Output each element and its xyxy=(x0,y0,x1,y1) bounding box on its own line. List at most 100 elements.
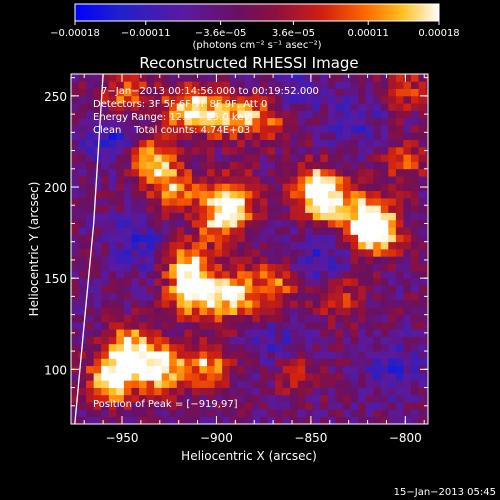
heatmap-cell xyxy=(244,154,253,162)
heatmap-cell xyxy=(305,205,314,213)
heatmap-cell xyxy=(297,154,306,162)
heatmap-cell xyxy=(146,394,155,403)
heatmap-cell xyxy=(290,300,299,308)
heatmap-cell xyxy=(184,190,193,199)
heatmap-cell xyxy=(123,117,132,126)
heatmap-cell xyxy=(93,409,102,418)
heatmap-cell xyxy=(169,292,178,301)
heatmap-cell xyxy=(108,197,117,206)
heatmap-cell xyxy=(403,321,412,330)
heatmap-cell xyxy=(395,351,404,359)
heatmap-cell xyxy=(199,409,208,418)
heatmap-cell xyxy=(358,88,367,97)
heatmap-cell xyxy=(207,409,215,418)
heatmap-cell xyxy=(290,154,299,162)
heatmap-cell xyxy=(411,197,419,206)
heatmap-cell xyxy=(169,117,178,126)
heatmap-cell xyxy=(191,380,200,388)
heatmap-cell xyxy=(184,132,193,141)
heatmap-cell xyxy=(93,329,102,337)
heatmap-cell xyxy=(169,387,178,396)
heatmap-cell xyxy=(358,321,367,330)
heatmap-cell xyxy=(191,219,200,228)
heatmap-cell xyxy=(335,402,344,410)
heatmap-cell xyxy=(161,197,170,206)
heatmap-cell xyxy=(169,241,178,250)
heatmap-cell xyxy=(320,227,329,235)
y-axis-label: Heliocentric Y (arcsec) xyxy=(27,182,41,317)
heatmap-cell xyxy=(335,74,344,82)
heatmap-cell xyxy=(305,263,314,272)
heatmap-cell xyxy=(169,300,178,308)
heatmap-cell xyxy=(169,139,178,148)
heatmap-cell xyxy=(131,74,140,82)
heatmap-cell xyxy=(101,314,110,323)
heatmap-cell xyxy=(327,88,336,97)
heatmap-cell xyxy=(312,227,321,235)
heatmap-cell xyxy=(101,321,110,330)
heatmap-cell xyxy=(169,365,178,374)
heatmap-cell xyxy=(176,343,185,352)
heatmap-cell xyxy=(169,409,178,418)
heatmap-cell xyxy=(161,314,170,323)
heatmap-cell xyxy=(259,205,268,213)
heatmap-cell xyxy=(161,234,170,243)
heatmap-cell xyxy=(93,270,102,279)
heatmap-cell xyxy=(108,372,117,381)
heatmap-cell xyxy=(297,234,306,243)
heatmap-cell xyxy=(101,146,110,155)
heatmap-cell xyxy=(169,95,178,104)
heatmap-cell xyxy=(252,321,261,330)
heatmap-cell xyxy=(191,81,200,89)
heatmap-cell xyxy=(426,278,428,286)
heatmap-cell xyxy=(71,190,79,199)
heatmap-cell xyxy=(380,351,389,359)
heatmap-cell xyxy=(350,183,359,192)
heatmap-cell xyxy=(335,307,344,316)
heatmap-cell xyxy=(388,227,397,235)
heatmap-cell xyxy=(305,241,314,250)
heatmap-cell xyxy=(275,321,283,330)
heatmap-cell xyxy=(78,205,87,213)
heatmap-cell xyxy=(327,132,336,141)
heatmap-cell xyxy=(380,343,389,352)
heatmap-cell xyxy=(86,358,95,367)
heatmap-cell xyxy=(101,402,110,410)
heatmap-cell xyxy=(411,168,419,177)
heatmap-cell xyxy=(350,358,359,367)
heatmap-cell xyxy=(139,292,147,301)
heatmap-cell xyxy=(380,409,389,418)
heatmap-cell xyxy=(388,372,397,381)
heatmap-cell xyxy=(403,256,412,264)
heatmap-cell xyxy=(395,300,404,308)
heatmap-cell xyxy=(131,125,140,133)
heatmap-cell xyxy=(350,314,359,323)
heatmap-cell xyxy=(343,241,351,250)
heatmap-cell xyxy=(252,241,261,250)
heatmap-cell xyxy=(108,183,117,192)
heatmap-cell xyxy=(116,380,125,388)
heatmap-cell xyxy=(350,307,359,316)
heatmap-cell xyxy=(358,139,367,148)
heatmap-cell xyxy=(146,176,155,184)
heatmap-cell xyxy=(350,380,359,388)
heatmap-cell xyxy=(214,241,223,250)
heatmap-cell xyxy=(282,132,291,141)
heatmap-cell xyxy=(78,416,87,424)
heatmap-cell xyxy=(358,300,367,308)
heatmap-cell xyxy=(320,205,329,213)
heatmap-cell xyxy=(139,278,147,286)
heatmap-cell xyxy=(244,146,253,155)
heatmap-cell xyxy=(229,125,238,133)
heatmap-cell xyxy=(290,358,299,367)
heatmap-cell xyxy=(191,292,200,301)
heatmap-cell xyxy=(101,416,110,424)
heatmap-cell xyxy=(78,270,87,279)
heatmap-cell xyxy=(305,321,314,330)
heatmap-cell xyxy=(358,336,367,345)
heatmap-cell xyxy=(290,190,299,199)
heatmap-cell xyxy=(335,176,344,184)
heatmap-cell xyxy=(343,161,351,170)
heatmap-cell xyxy=(343,249,351,257)
heatmap-cell xyxy=(411,110,419,119)
